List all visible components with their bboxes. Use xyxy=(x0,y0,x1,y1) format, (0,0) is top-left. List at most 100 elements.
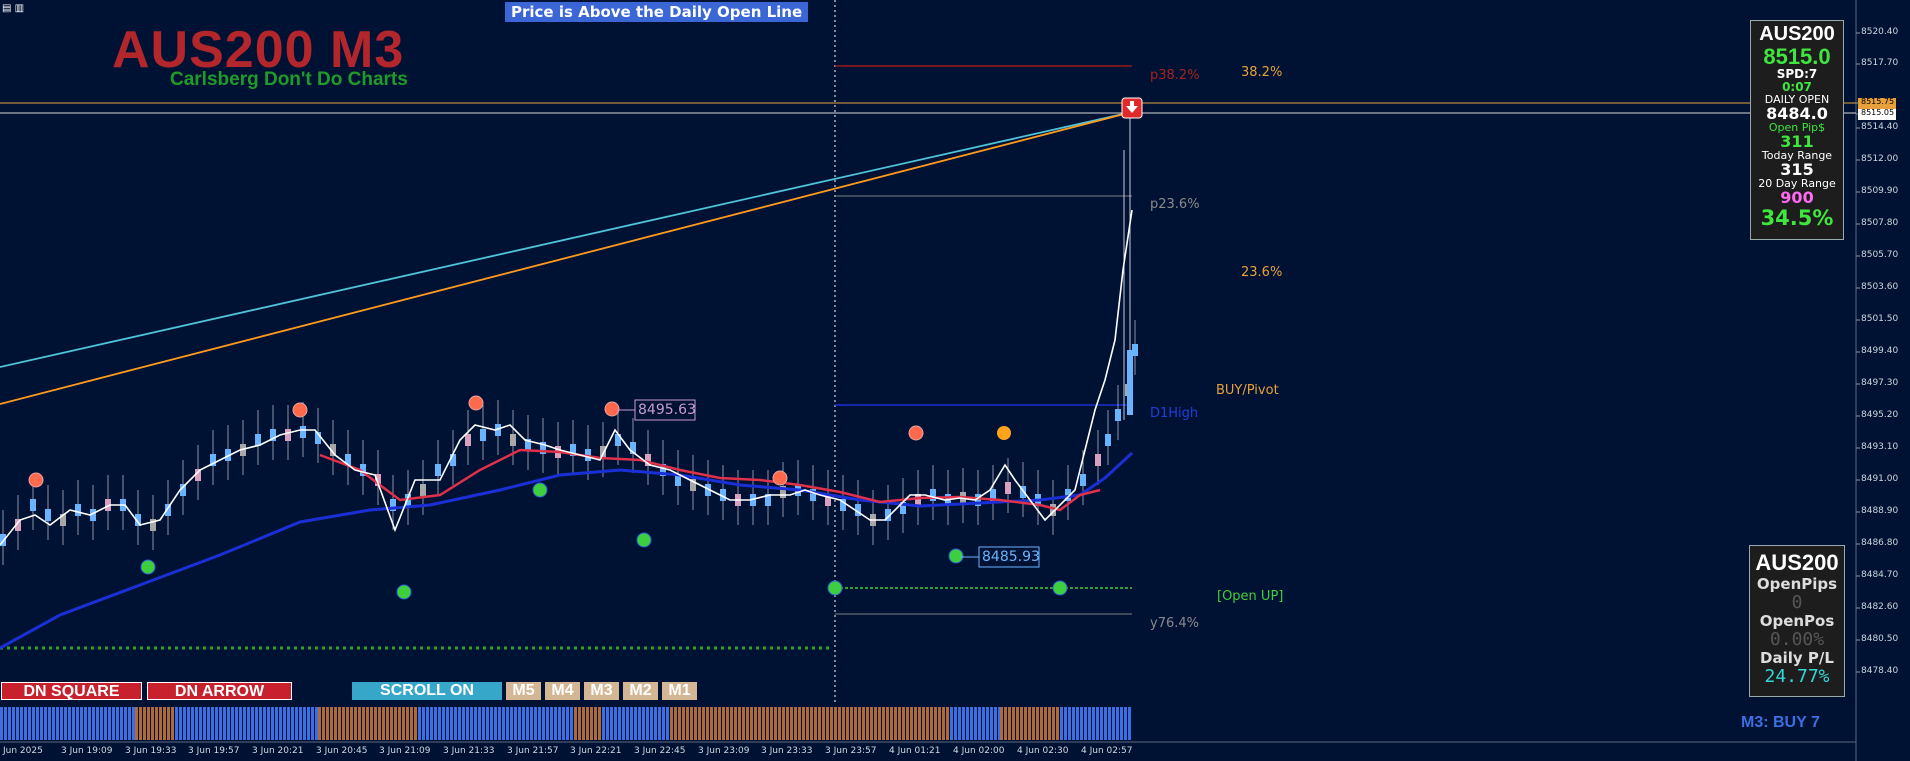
scroll-toggle-button[interactable]: SCROLL ON xyxy=(352,682,502,700)
signal-status: M3: BUY 7 xyxy=(1741,714,1820,731)
buy-signal-dot xyxy=(532,482,548,498)
sell-signal-dot xyxy=(772,470,788,486)
fib23-label: 23.6% xyxy=(1241,265,1283,280)
time-axis-label: 4 Jun 02:57 xyxy=(1081,746,1133,756)
p38-label: p38.2% xyxy=(1150,68,1200,83)
price-axis-label: 8503.60 xyxy=(1861,282,1899,292)
price-axis-label: 8491.00 xyxy=(1861,474,1899,484)
timeframe-m5-button[interactable]: M5 xyxy=(506,682,541,700)
panel-today-range: 315 xyxy=(1780,160,1814,179)
buy-signal-dot xyxy=(396,584,412,600)
symbol-info-panel: AUS200 8515.0 SPD:7 0:07 DAILY OPEN 8484… xyxy=(1750,20,1844,240)
panel-daily-open-label: DAILY OPEN xyxy=(1764,93,1830,106)
account-open-pips-label: OpenPips xyxy=(1756,575,1838,593)
fib38-label: 38.2% xyxy=(1241,65,1283,80)
time-axis-label: 3 Jun 19:09 xyxy=(61,746,113,756)
timeframe-m1-button[interactable]: M1 xyxy=(662,682,697,700)
account-symbol: AUS200 xyxy=(1755,550,1839,575)
fast-moving-average xyxy=(319,448,1101,512)
price-axis-label: 8480.50 xyxy=(1861,634,1899,644)
buy-signal-dot xyxy=(140,559,156,575)
price-axis-label: 8520.40 xyxy=(1861,27,1899,37)
time-axis-label: 3 Jun 21:33 xyxy=(443,746,495,756)
time-axis-label: 3 Jun 22:45 xyxy=(634,746,686,756)
sell-signal-dot xyxy=(292,402,308,418)
price-axis-label: 8501.50 xyxy=(1861,314,1899,324)
d1high-label: D1High xyxy=(1150,406,1199,421)
ask-price-tag xyxy=(1858,98,1896,109)
price-axis-label: 8488.90 xyxy=(1861,506,1899,516)
chart-subtitle: Carlsberg Don't Do Charts xyxy=(170,69,408,90)
buy-pivot-label: BUY/Pivot xyxy=(1216,383,1279,398)
panel-daily-open: 8484.0 xyxy=(1766,104,1828,123)
callout-low-text: 8485.93 xyxy=(982,549,1040,565)
timeframe-m4-button[interactable]: M4 xyxy=(545,682,580,700)
bid-price-tag xyxy=(1858,109,1896,120)
panel-timer: 0:07 xyxy=(1782,80,1812,94)
chart-title: AUS200 M3 xyxy=(112,21,405,79)
panel-symbol: AUS200 xyxy=(1759,23,1835,45)
price-axis-label: 8517.70 xyxy=(1861,58,1899,68)
account-open-pos-label: OpenPos xyxy=(1759,612,1835,630)
time-axis-label: 3 Jun 20:45 xyxy=(316,746,368,756)
price-axis-label: 8514.40 xyxy=(1861,122,1899,132)
time-axis-label: 3 Jun 19:33 xyxy=(125,746,177,756)
time-axis-label: Jun 2025 xyxy=(3,746,43,756)
panel-percent: 34.5% xyxy=(1760,206,1834,230)
price-axis-label: 8493.10 xyxy=(1861,442,1899,452)
down-arrow-icon xyxy=(1121,97,1143,119)
timeframe-m3-button[interactable]: M3 xyxy=(584,682,619,700)
bar-chart-icon[interactable]: ▤ xyxy=(2,3,12,14)
price-line xyxy=(0,209,1133,546)
price-axis-label: 8482.60 xyxy=(1861,602,1899,612)
price-axis-label: 8478.40 xyxy=(1861,666,1899,676)
time-axis-label: 3 Jun 20:21 xyxy=(252,746,304,756)
sell-signal-dot xyxy=(908,425,924,441)
timeframe-m2-button[interactable]: M2 xyxy=(623,682,658,700)
price-axis-label: 8495.20 xyxy=(1861,410,1899,420)
price-axis-label: 8505.70 xyxy=(1861,250,1899,260)
slow-moving-average xyxy=(0,451,1134,650)
open-up-label: [Open UP] xyxy=(1217,589,1284,604)
account-panel: AUS200 OpenPips 0 OpenPos 0.00% Daily P/… xyxy=(1749,545,1845,697)
account-daily-pl: 24.77% xyxy=(1764,666,1830,687)
trend-banner: Price is Above the Daily Open Line xyxy=(505,2,809,22)
time-axis-label: 3 Jun 23:09 xyxy=(698,746,750,756)
y76-label: y76.4% xyxy=(1150,616,1199,631)
buy-signal-dot xyxy=(827,580,843,596)
warning-signal-dot xyxy=(997,426,1011,440)
time-axis-label: 3 Jun 21:57 xyxy=(507,746,559,756)
signal-histogram xyxy=(0,707,1131,740)
cyan-trendline xyxy=(0,111,1133,368)
callout-high-text: 8495.63 xyxy=(638,402,696,418)
time-axis-label: 4 Jun 01:21 xyxy=(889,746,941,756)
price-ticks xyxy=(1856,32,1860,673)
panel-spread: SPD:7 xyxy=(1776,67,1818,81)
p23-label: p23.6% xyxy=(1150,197,1200,212)
time-axis-label: 3 Jun 22:21 xyxy=(570,746,622,756)
account-open-pos: 0.00% xyxy=(1769,629,1825,650)
dn-arrow-button[interactable]: DN ARROW xyxy=(147,682,292,700)
panel-price: 8515.0 xyxy=(1763,44,1831,69)
panel-today-range-label: Today Range xyxy=(1761,149,1833,162)
price-axis-label: 8499.40 xyxy=(1861,346,1899,356)
time-axis-label: 4 Jun 02:30 xyxy=(1017,746,1069,756)
panel-open-pips: 311 xyxy=(1780,132,1814,151)
buy-signal-dot xyxy=(1052,580,1068,596)
orange-trendline xyxy=(0,111,1133,405)
sell-signal-dot xyxy=(468,395,484,411)
buy-signal-dot xyxy=(636,532,652,548)
chart-mode-icons[interactable]: ▤ ▥ xyxy=(2,3,24,14)
account-open-pips: 0 xyxy=(1791,592,1803,613)
time-axis-label: 3 Jun 21:09 xyxy=(379,746,431,756)
sell-signal-dot xyxy=(604,401,620,417)
time-axis-label: 3 Jun 23:33 xyxy=(761,746,813,756)
price-axis-label: 8512.00 xyxy=(1861,154,1899,164)
panel-20day: 900 xyxy=(1780,188,1814,207)
time-axis-label: 4 Jun 02:00 xyxy=(953,746,1005,756)
dn-square-button[interactable]: DN SQUARE xyxy=(1,682,142,700)
candle-chart-icon[interactable]: ▥ xyxy=(14,3,25,14)
price-axis-label: 8515.75 xyxy=(1861,97,1895,106)
price-axis-label: 8497.30 xyxy=(1861,378,1899,388)
